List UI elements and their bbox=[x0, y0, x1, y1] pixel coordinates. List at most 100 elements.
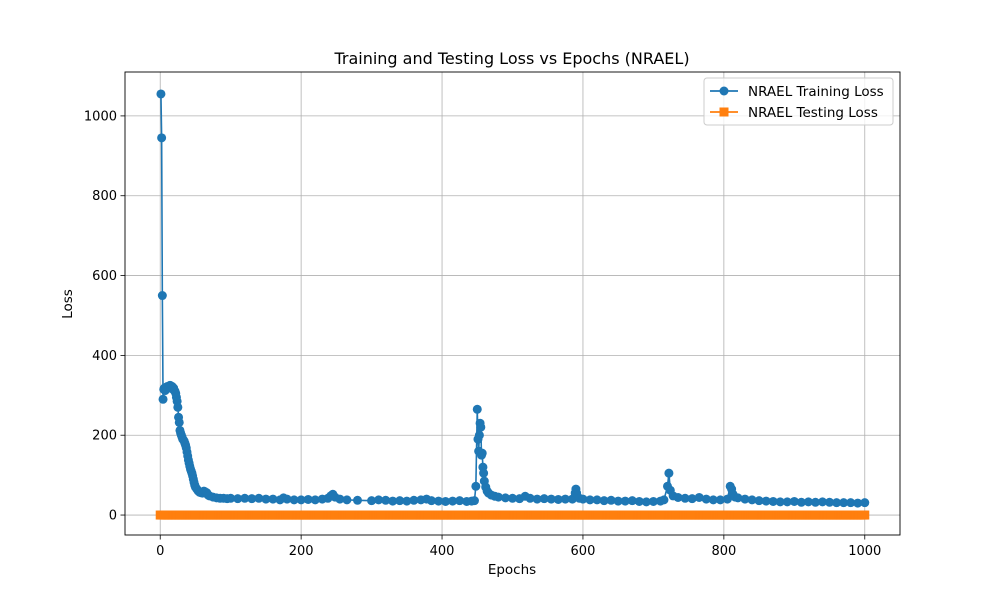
training-loss-point bbox=[592, 495, 602, 505]
training-loss-point bbox=[261, 494, 271, 504]
training-loss-point bbox=[240, 493, 250, 503]
training-loss-point bbox=[659, 495, 669, 505]
x-axis-label: Epochs bbox=[488, 562, 536, 578]
y-tick-label: 800 bbox=[92, 189, 117, 204]
training-loss-point bbox=[733, 493, 743, 503]
training-loss-point bbox=[648, 496, 658, 506]
training-loss-point bbox=[157, 133, 167, 143]
training-loss-point bbox=[853, 498, 863, 508]
training-loss-point bbox=[701, 494, 711, 504]
training-loss-point bbox=[434, 496, 444, 506]
x-tick-label: 800 bbox=[711, 544, 736, 559]
training-loss-point bbox=[477, 448, 487, 458]
training-loss-point bbox=[846, 498, 856, 508]
legend-training-marker bbox=[719, 86, 729, 96]
training-loss-point bbox=[388, 496, 398, 506]
training-loss-point bbox=[775, 497, 785, 507]
training-loss-point bbox=[803, 497, 813, 507]
x-tick-label: 600 bbox=[571, 544, 596, 559]
training-loss-point bbox=[282, 494, 292, 504]
legend-item-testing: NRAEL Testing Loss bbox=[710, 105, 878, 121]
training-loss-point bbox=[226, 493, 236, 503]
training-loss-point bbox=[268, 494, 278, 504]
legend-item-training: NRAEL Training Loss bbox=[710, 84, 884, 100]
training-loss-point bbox=[641, 497, 651, 507]
training-loss-point bbox=[796, 497, 806, 507]
training-loss-point bbox=[156, 89, 166, 99]
training-loss-point bbox=[508, 493, 517, 503]
training-loss-point bbox=[500, 493, 510, 503]
y-tick-label: 0 bbox=[109, 509, 117, 524]
training-loss-point bbox=[247, 494, 257, 504]
training-loss-point bbox=[474, 430, 484, 440]
training-loss-point bbox=[254, 493, 264, 503]
training-loss-point bbox=[708, 495, 718, 505]
training-loss-point bbox=[409, 495, 419, 505]
training-loss-point bbox=[680, 493, 690, 503]
legend-testing-label: NRAEL Testing Loss bbox=[748, 105, 878, 121]
training-loss-point bbox=[402, 496, 412, 506]
training-loss-point bbox=[367, 496, 377, 506]
training-loss-point bbox=[158, 394, 168, 404]
training-loss-point bbox=[310, 495, 320, 505]
training-loss-point bbox=[173, 402, 183, 412]
training-loss-point bbox=[296, 495, 306, 505]
training-loss-point bbox=[664, 468, 674, 478]
training-loss-point bbox=[818, 497, 827, 507]
legend-box bbox=[703, 77, 894, 126]
training-loss-point bbox=[342, 495, 352, 505]
training-loss-point bbox=[395, 496, 405, 506]
x-tick-label: 200 bbox=[289, 544, 314, 559]
training-loss-point bbox=[381, 495, 391, 505]
training-loss-point bbox=[860, 498, 870, 508]
training-loss-point bbox=[174, 417, 184, 427]
training-loss-point bbox=[469, 496, 479, 506]
training-loss-point bbox=[553, 494, 563, 504]
training-loss-point bbox=[599, 496, 609, 506]
training-loss-point bbox=[472, 404, 482, 414]
legend-training-label: NRAEL Training Loss bbox=[748, 84, 884, 100]
training-loss-point bbox=[740, 494, 750, 504]
training-loss-point bbox=[825, 497, 835, 507]
legend: NRAEL Training Loss NRAEL Testing Loss bbox=[703, 77, 894, 126]
training-loss-point bbox=[426, 496, 436, 506]
training-loss-point bbox=[560, 494, 570, 504]
training-loss-point bbox=[627, 496, 637, 506]
training-loss-point bbox=[810, 497, 820, 507]
training-loss-point bbox=[532, 494, 542, 504]
training-loss-point bbox=[620, 496, 630, 506]
training-loss-point bbox=[233, 494, 243, 504]
ticks: 0 200 400 600 800 1000 0 200 400 600 800 1000 bbox=[84, 109, 881, 559]
legend-testing-marker bbox=[719, 107, 729, 117]
training-loss-point bbox=[768, 496, 778, 506]
training-loss-point bbox=[839, 498, 849, 508]
training-loss-point bbox=[761, 496, 771, 506]
training-loss-point bbox=[539, 494, 549, 504]
training-loss-point bbox=[157, 291, 167, 301]
y-tick-label: 400 bbox=[92, 349, 117, 364]
training-loss-point bbox=[476, 422, 486, 432]
training-loss-point bbox=[782, 497, 792, 507]
training-loss-point bbox=[585, 495, 595, 505]
training-loss-point bbox=[441, 496, 451, 506]
training-loss-point bbox=[754, 496, 764, 506]
training-loss-point bbox=[747, 495, 757, 505]
training-loss-point bbox=[471, 481, 481, 491]
training-loss-point bbox=[479, 468, 489, 478]
x-tick-label: 1000 bbox=[848, 544, 881, 559]
axes-frame bbox=[124, 71, 901, 536]
testing-loss-point bbox=[860, 510, 870, 520]
training-loss-point bbox=[525, 493, 535, 503]
training-loss-point bbox=[832, 498, 842, 508]
x-tick-label: 400 bbox=[430, 544, 455, 559]
y-tick-label: 600 bbox=[92, 269, 117, 284]
x-tick-label: 0 bbox=[156, 544, 164, 559]
training-loss-point bbox=[613, 496, 623, 506]
training-loss-point bbox=[694, 492, 704, 502]
training-loss-point bbox=[606, 495, 616, 505]
training-loss-point bbox=[493, 492, 503, 502]
training-loss-point bbox=[789, 496, 799, 506]
training-loss-point bbox=[303, 494, 313, 504]
training-loss-point bbox=[353, 495, 362, 505]
